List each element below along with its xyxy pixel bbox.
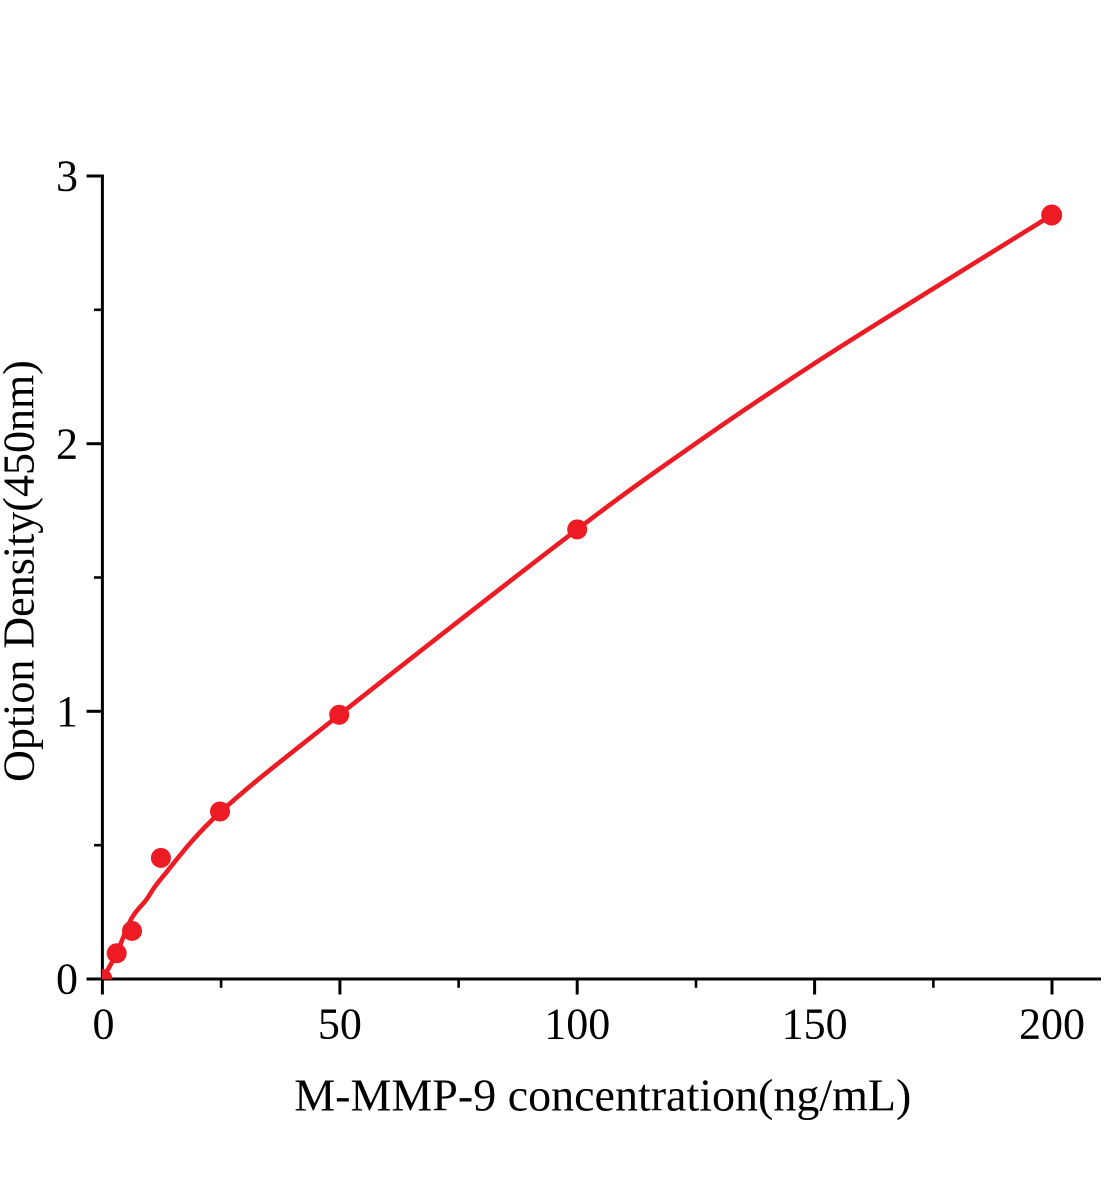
svg-text:Option Density(450nm): Option Density(450nm) — [0, 360, 44, 782]
svg-text:M-MMP-9 concentration(ng/mL): M-MMP-9 concentration(ng/mL) — [294, 1070, 911, 1121]
svg-text:1: 1 — [56, 687, 78, 736]
svg-text:200: 200 — [1019, 999, 1085, 1048]
svg-text:0: 0 — [93, 999, 115, 1048]
svg-text:100: 100 — [544, 999, 610, 1048]
svg-text:0: 0 — [56, 955, 78, 1004]
svg-text:3: 3 — [56, 152, 78, 201]
svg-text:50: 50 — [318, 999, 362, 1048]
svg-text:150: 150 — [782, 999, 848, 1048]
svg-text:2: 2 — [56, 419, 78, 468]
